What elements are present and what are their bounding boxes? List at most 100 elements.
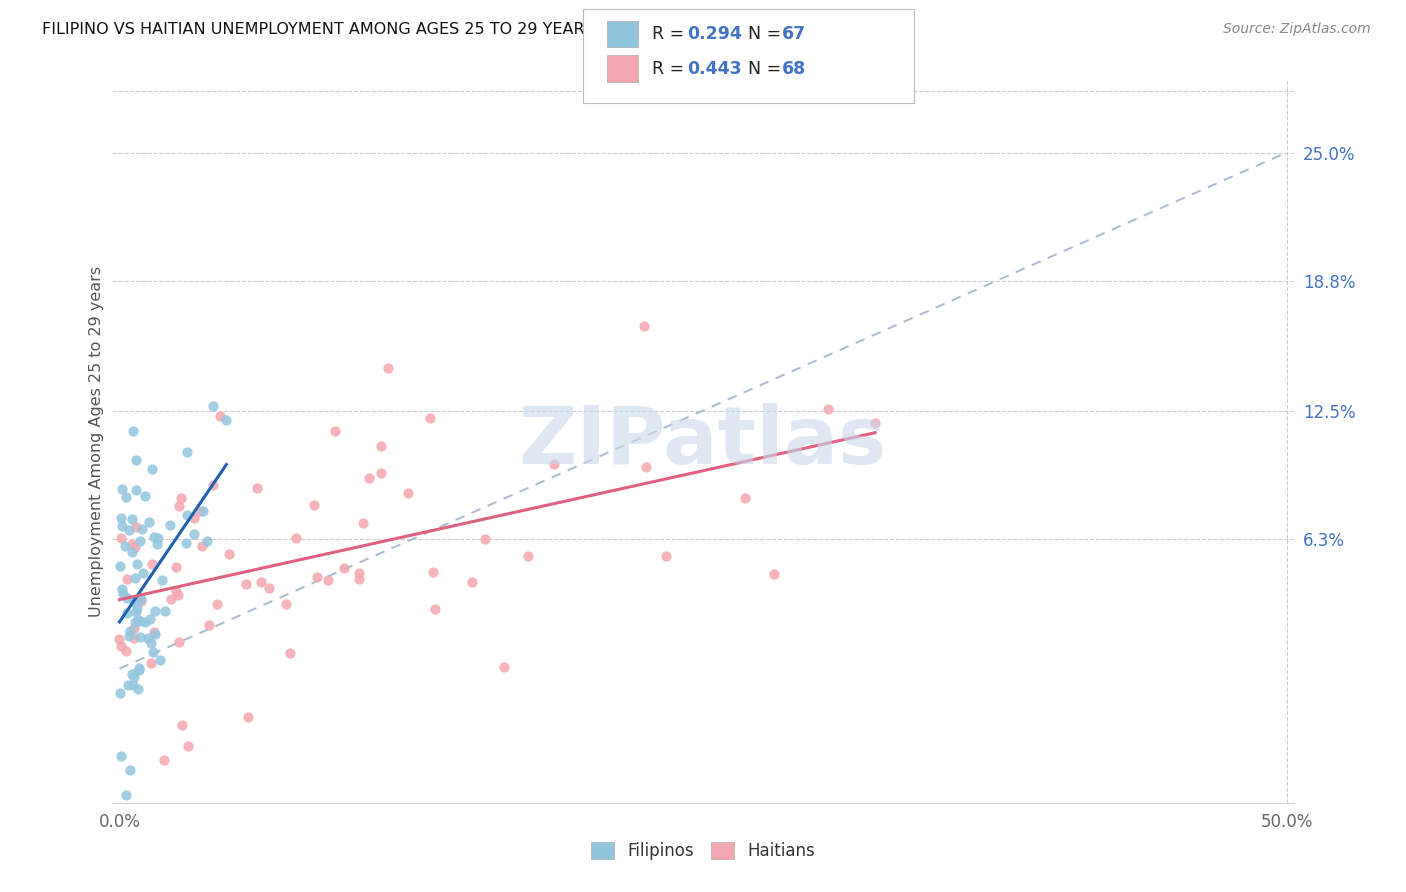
Point — [153, 604, 176, 618]
Point — [474, 533, 496, 547]
Point — [115, 788, 138, 802]
Point — [146, 537, 169, 551]
Point — [127, 681, 149, 696]
Point — [125, 483, 148, 497]
Point — [316, 573, 339, 587]
Point — [359, 471, 381, 485]
Point — [127, 558, 149, 572]
Point — [134, 615, 156, 630]
Point — [150, 573, 173, 587]
Point — [370, 466, 392, 480]
Point — [143, 530, 166, 544]
Point — [170, 718, 193, 732]
Text: N =: N = — [748, 25, 787, 43]
Point — [148, 531, 170, 545]
Point — [118, 523, 141, 537]
Point — [115, 644, 138, 658]
Point — [863, 416, 886, 430]
Point — [195, 533, 218, 548]
Point — [125, 520, 148, 534]
Point — [139, 657, 162, 671]
Point — [124, 571, 146, 585]
Point — [117, 629, 139, 643]
Point — [215, 413, 238, 427]
Point — [136, 631, 159, 645]
Point — [396, 486, 419, 500]
Point — [377, 361, 399, 376]
Point — [118, 764, 141, 778]
Point — [280, 646, 302, 660]
Point — [128, 664, 150, 678]
Point — [543, 457, 565, 471]
Point — [125, 600, 148, 615]
Point — [208, 409, 231, 423]
Point — [115, 591, 138, 605]
Point — [193, 504, 215, 518]
Point — [817, 402, 839, 417]
Point — [127, 613, 149, 627]
Point — [347, 572, 370, 586]
Point — [124, 670, 146, 684]
Point — [218, 548, 240, 562]
Point — [425, 601, 447, 615]
Point — [370, 439, 392, 453]
Point — [122, 631, 145, 645]
Point — [494, 660, 516, 674]
Point — [110, 531, 132, 545]
Point — [132, 566, 155, 581]
Point — [111, 518, 134, 533]
Point — [160, 591, 183, 606]
Point — [129, 534, 152, 549]
Point — [304, 498, 326, 512]
Point — [121, 537, 143, 551]
Point — [235, 577, 257, 591]
Point — [131, 594, 153, 608]
Point — [129, 614, 152, 628]
Point — [121, 545, 143, 559]
Point — [115, 490, 138, 504]
Point — [143, 604, 166, 618]
Point — [176, 739, 198, 753]
Point — [174, 536, 197, 550]
Point — [191, 539, 214, 553]
Point — [149, 652, 172, 666]
Text: 0.443: 0.443 — [688, 60, 742, 78]
Point — [117, 678, 139, 692]
Text: 0.294: 0.294 — [688, 25, 742, 43]
Point — [124, 615, 146, 629]
Point — [176, 508, 198, 522]
Text: N =: N = — [748, 60, 787, 78]
Point — [323, 425, 346, 439]
Point — [183, 527, 205, 541]
Point — [285, 532, 308, 546]
Text: 67: 67 — [782, 25, 806, 43]
Point — [110, 510, 132, 524]
Point — [129, 592, 152, 607]
Point — [305, 570, 328, 584]
Point — [128, 661, 150, 675]
Point — [167, 635, 190, 649]
Point — [201, 478, 224, 492]
Point — [112, 587, 135, 601]
Point — [122, 621, 145, 635]
Point — [124, 605, 146, 619]
Point — [124, 540, 146, 554]
Point — [134, 489, 156, 503]
Point — [139, 612, 162, 626]
Text: FILIPINO VS HAITIAN UNEMPLOYMENT AMONG AGES 25 TO 29 YEARS CORRELATION CHART: FILIPINO VS HAITIAN UNEMPLOYMENT AMONG A… — [42, 22, 773, 37]
Point — [246, 481, 269, 495]
Point — [166, 560, 188, 574]
Point — [141, 636, 163, 650]
Point — [167, 588, 190, 602]
Point — [138, 515, 160, 529]
Point — [257, 582, 280, 596]
Point — [125, 453, 148, 467]
Point — [143, 625, 166, 640]
Point — [121, 425, 143, 439]
Point — [159, 518, 181, 533]
Point — [145, 627, 167, 641]
Legend: Filipinos, Haitians: Filipinos, Haitians — [583, 835, 823, 867]
Point — [517, 549, 540, 563]
Point — [422, 565, 444, 579]
Point — [352, 516, 374, 531]
